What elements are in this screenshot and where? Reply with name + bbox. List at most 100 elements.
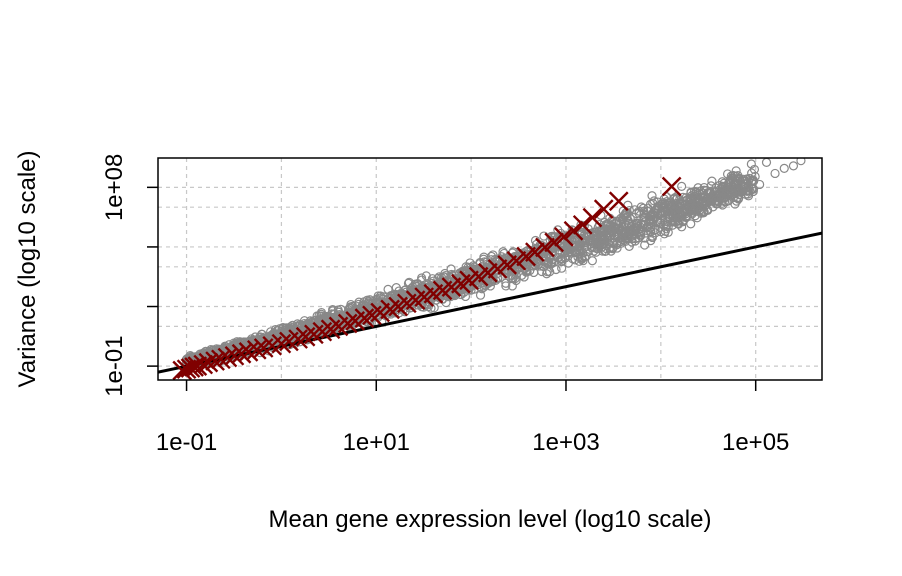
gray-point [699, 182, 709, 193]
highlight-point [180, 358, 201, 378]
gray-point [656, 227, 666, 237]
highlight-point [535, 237, 555, 258]
gray-point [746, 159, 756, 169]
gray-point [673, 219, 684, 229]
gray-point [707, 176, 717, 186]
gray-point [535, 240, 545, 250]
highlight-point [593, 199, 614, 219]
gray-point [468, 278, 478, 288]
gray-point [612, 243, 622, 253]
gray-point [624, 241, 634, 251]
gray-point [519, 263, 530, 273]
gray-point [631, 220, 641, 230]
gray-point [557, 263, 567, 273]
gray-point [727, 189, 737, 199]
gray-point [603, 219, 613, 230]
gray-point [633, 225, 644, 235]
gray-point [631, 218, 642, 229]
gray-point [671, 216, 681, 227]
gray-point [640, 240, 650, 250]
highlight-point [337, 313, 358, 334]
gray-point [582, 232, 592, 242]
gray-point [446, 264, 456, 274]
gray-point [692, 213, 702, 223]
gray-point [507, 281, 517, 291]
gray-point [658, 203, 668, 213]
gray-point [748, 186, 758, 197]
gray-point [543, 256, 554, 266]
gray-point [506, 263, 516, 273]
highlight-point [198, 352, 219, 373]
gray-point [639, 213, 649, 223]
x-tick-label: 1e+01 [343, 429, 410, 456]
highlight-point [563, 220, 584, 241]
gray-point [697, 200, 708, 211]
gray-point [583, 247, 593, 257]
gray-point [685, 194, 695, 204]
gray-point [475, 290, 486, 300]
gray-point [601, 246, 611, 256]
gray-point [287, 326, 297, 336]
gray-point [639, 206, 649, 216]
gray-point [592, 240, 603, 250]
gray-point [501, 281, 511, 291]
gray-point [594, 219, 605, 230]
gray-point [609, 222, 619, 232]
gray-point [730, 174, 740, 185]
gray-point [634, 206, 644, 216]
highlight-point [231, 343, 252, 364]
gray-point [746, 176, 757, 186]
highlight-point [582, 207, 603, 228]
highlight-point [187, 356, 208, 376]
highlight-point [211, 349, 231, 370]
gray-point [556, 228, 566, 239]
gray-point [616, 213, 626, 223]
gray-point [441, 270, 451, 281]
gray-point [649, 211, 659, 221]
gray-point [645, 214, 655, 224]
gray-point [681, 212, 691, 222]
gray-point [580, 237, 590, 248]
gray-point [328, 305, 338, 315]
gray-point [597, 239, 607, 249]
highlight-point [608, 191, 629, 212]
highlight-point [544, 232, 564, 253]
highlight-point [525, 242, 545, 262]
gray-point [650, 228, 660, 238]
gray-point [383, 284, 393, 294]
gray-point [539, 256, 549, 266]
gray-point [334, 310, 345, 320]
gray-point [617, 232, 627, 243]
gray-point [719, 193, 729, 203]
gray-point [624, 218, 634, 228]
gray-point [607, 244, 617, 254]
gray-point [647, 232, 657, 243]
gray-point [413, 279, 423, 289]
highlight-point [224, 345, 245, 366]
gray-point [646, 227, 656, 237]
x-tick-label: 1e+05 [722, 429, 789, 456]
gray-point [770, 168, 780, 179]
gray-point [667, 200, 677, 210]
highlight-point [661, 176, 682, 197]
gray-point [545, 267, 555, 277]
gray-point [302, 320, 312, 330]
highlight-point [506, 250, 527, 271]
highlight-point [288, 329, 308, 349]
gray-point [788, 161, 799, 171]
gray-point [568, 241, 578, 251]
plot-frame [157, 157, 823, 381]
gray-point [673, 207, 683, 218]
gray-point [618, 212, 628, 222]
gray-point [711, 195, 721, 205]
gray-point [733, 194, 744, 204]
gray-point [691, 200, 701, 211]
gray-point [745, 186, 755, 196]
gray-point [571, 248, 581, 258]
highlight-point [554, 227, 574, 247]
gray-point [704, 188, 714, 198]
gray-point [755, 179, 765, 190]
x-tick-label: 1e+03 [532, 429, 599, 456]
gray-point [557, 254, 568, 264]
